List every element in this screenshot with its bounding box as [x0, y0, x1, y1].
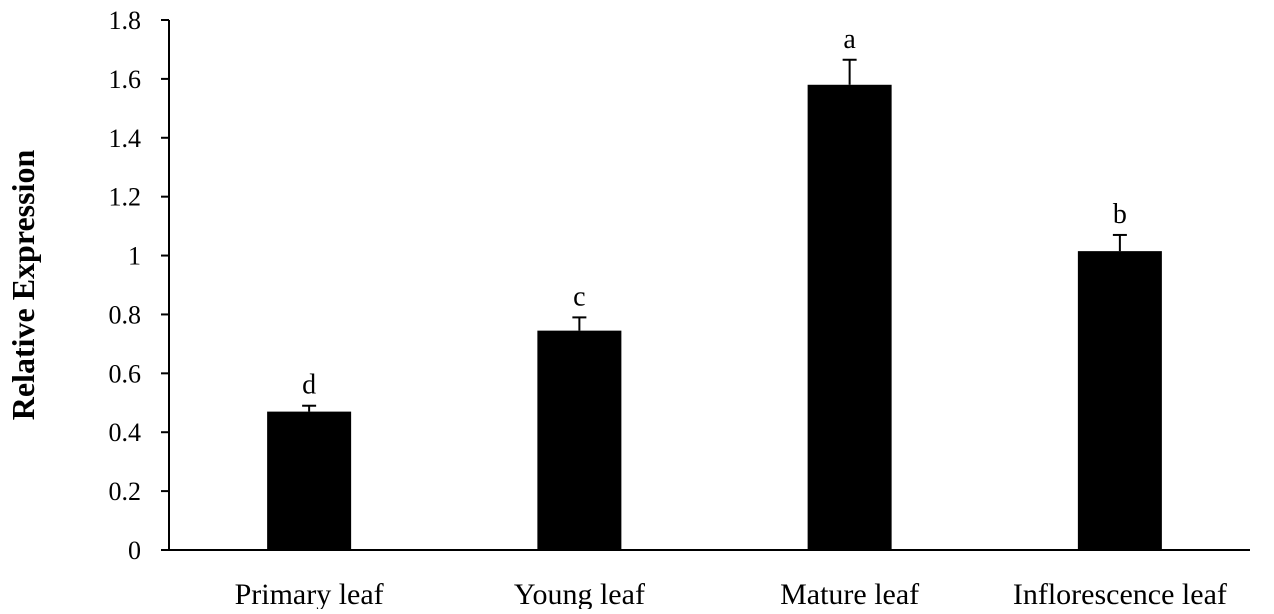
bar: [537, 330, 622, 550]
bars: [267, 84, 1162, 551]
significance-label: c: [573, 281, 585, 312]
category-labels: Primary leaf Young leaf Mature leaf Inflore…: [235, 578, 1227, 611]
y-tick-label: 0.8: [109, 300, 142, 329]
x-category-label: Primary leaf: [235, 578, 384, 609]
y-axis-ticks: 0 0.2 0.4 0.6 0.8 1 1.2 1.4 1.6 1.8: [109, 6, 169, 565]
y-axis-title: Relative Expression: [5, 150, 41, 421]
significance-label: d: [302, 370, 316, 401]
bar: [267, 411, 352, 550]
significance-label: b: [1113, 199, 1127, 230]
error-bars: [302, 58, 1127, 412]
y-tick-label: 0: [128, 536, 141, 565]
y-tick-label: 1.4: [109, 124, 142, 153]
y-tick-label: 1.2: [109, 183, 142, 212]
y-tick-label: 0.2: [109, 477, 142, 506]
y-tick-label: 1.8: [109, 6, 142, 35]
x-category-label: Inflorescence leaf: [1013, 578, 1227, 609]
bar: [1077, 251, 1162, 550]
y-tick-label: 1: [128, 242, 141, 271]
significance-labels: d c a b: [302, 24, 1127, 401]
x-category-label: Mature leaf: [780, 578, 919, 609]
x-category-label: Young leaf: [514, 578, 645, 609]
y-tick-label: 1.6: [109, 65, 142, 94]
significance-label: a: [843, 24, 856, 55]
y-tick-label: 0.4: [109, 418, 142, 447]
bar: [807, 84, 892, 551]
y-tick-label: 0.6: [109, 359, 142, 388]
